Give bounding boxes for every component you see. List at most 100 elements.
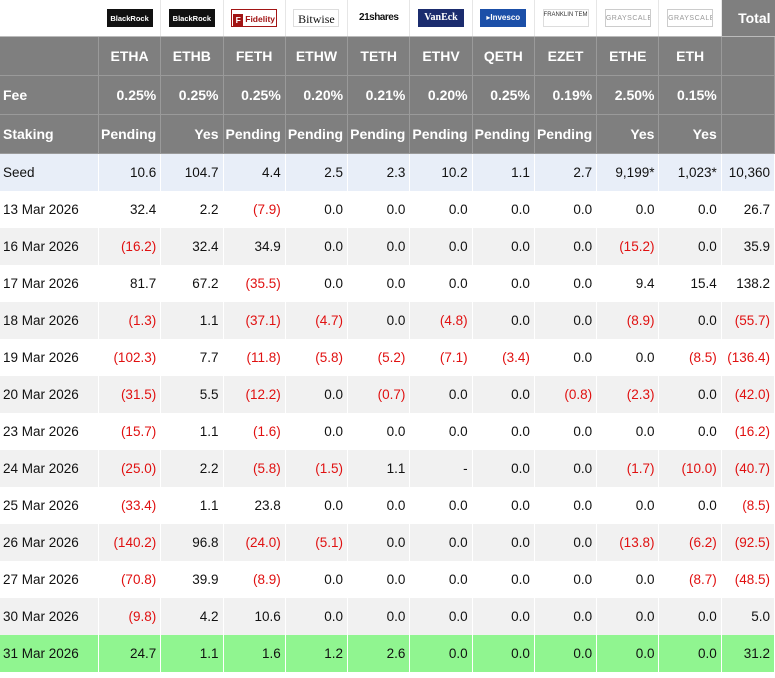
flow-value-cell: (15.7) xyxy=(98,413,162,450)
issuer-name: Invesco xyxy=(490,13,521,22)
flow-row: 13 Mar 2026 32.4 2.2 (7.9) 0.0 0.0 0.0 0.0 0.0 0.… xyxy=(0,191,775,228)
grayscale-logo: GRAYSCALE xyxy=(667,9,714,27)
fee-cell: 0.20% xyxy=(285,75,349,115)
flow-value-cell: 104.7 xyxy=(160,153,224,191)
flow-row: 24 Mar 2026 (25.0) 2.2 (5.8) (1.5) 1.1-0.0 0.0… xyxy=(0,450,775,487)
row-total-cell: 10,360 xyxy=(721,153,775,191)
flow-value-cell: 1.1 xyxy=(160,413,224,450)
total-header-empty-cell xyxy=(721,114,775,154)
flow-value-cell: 0.0 xyxy=(534,191,598,228)
flow-value-cell: 0.0 xyxy=(409,524,473,561)
flow-value-cell: (25.0) xyxy=(98,450,162,487)
flow-value-cell: (0.8) xyxy=(534,376,598,413)
flow-value-cell: 39.9 xyxy=(160,561,224,598)
fidelity-logo: F Fidelity xyxy=(231,9,278,27)
ticker-cell: ETH xyxy=(658,36,722,76)
fee-cell: 0.25% xyxy=(223,75,286,115)
flow-value-cell: 0.0 xyxy=(409,561,473,598)
issuer-name: GRAYSCALE xyxy=(605,15,651,22)
flow-value-cell: 0.0 xyxy=(285,191,349,228)
flow-value-cell: 0.0 xyxy=(285,265,349,302)
flow-value-cell: 23.8 xyxy=(223,487,286,524)
flow-value-cell: 0.0 xyxy=(534,265,598,302)
flow-value-cell: 0.0 xyxy=(658,598,722,635)
fee-cell: 2.50% xyxy=(596,75,660,115)
flow-value-cell: 0.0 xyxy=(285,487,349,524)
flow-value-cell: 1.6 xyxy=(223,635,286,672)
flow-value-cell: 0.0 xyxy=(472,265,535,302)
flow-value-cell: 10.6 xyxy=(223,598,286,635)
row-date-label: 13 Mar 2026 xyxy=(0,191,99,228)
flow-value-cell: 1.2 xyxy=(285,635,349,672)
issuer-logo-cell: BlackRock xyxy=(160,0,224,37)
flow-value-cell: 0.0 xyxy=(347,487,411,524)
flow-value-cell: (4.8) xyxy=(409,302,473,339)
flow-value-cell: 0.0 xyxy=(596,487,660,524)
staking-cell: Pending xyxy=(285,114,349,154)
row-total-cell: (42.0) xyxy=(721,376,775,413)
total-column-header: Total xyxy=(721,0,775,37)
flow-value-cell: 0.0 xyxy=(347,561,411,598)
flow-value-cell: 0.0 xyxy=(534,598,598,635)
staking-cell: Pending xyxy=(409,114,473,154)
flow-value-cell: 2.7 xyxy=(534,153,598,191)
vaneck-logo: VanEck xyxy=(417,9,464,27)
fee-cell: 0.25% xyxy=(472,75,535,115)
invesco-logo: ▸Invesco xyxy=(480,9,527,27)
flow-value-cell: 2.2 xyxy=(160,191,224,228)
flow-value-cell: 0.0 xyxy=(534,450,598,487)
flow-value-cell: (33.4) xyxy=(98,487,162,524)
row-total-cell: 5.0 xyxy=(721,598,775,635)
corner-cell xyxy=(0,0,99,37)
flow-value-cell: (24.0) xyxy=(223,524,286,561)
flow-value-cell: 0.0 xyxy=(534,487,598,524)
flow-value-cell: 0.0 xyxy=(596,598,660,635)
flow-value-cell: 96.8 xyxy=(160,524,224,561)
staking-cell: Pending xyxy=(472,114,535,154)
flow-value-cell: 0.0 xyxy=(347,302,411,339)
row-date-label: 23 Mar 2026 xyxy=(0,413,99,450)
ticker-cell: ETHB xyxy=(160,36,224,76)
flow-value-cell: (12.2) xyxy=(223,376,286,413)
flow-value-cell: 1.1 xyxy=(160,302,224,339)
staking-cell: Pending xyxy=(534,114,598,154)
flow-value-cell: (15.2) xyxy=(596,228,660,265)
flow-value-cell: 0.0 xyxy=(285,598,349,635)
row-total-cell: (8.5) xyxy=(721,487,775,524)
flow-value-cell: 0.0 xyxy=(472,561,535,598)
flow-value-cell: 0.0 xyxy=(472,302,535,339)
row-date-label: 16 Mar 2026 xyxy=(0,228,99,265)
row-total-cell: 31.2 xyxy=(721,635,775,672)
flow-value-cell: 1.1 xyxy=(160,487,224,524)
flow-row: 19 Mar 2026 (102.3) 7.7 (11.8) (5.8) (5.2) (7.… xyxy=(0,339,775,376)
flow-value-cell: (7.9) xyxy=(223,191,286,228)
flow-row: 20 Mar 2026 (31.5) 5.5 (12.2) 0.0 (0.7) 0.0 0.0… xyxy=(0,376,775,413)
flow-value-cell: 0.0 xyxy=(534,228,598,265)
flow-value-cell: 0.0 xyxy=(347,413,411,450)
fee-cell: 0.25% xyxy=(160,75,224,115)
flow-value-cell: 0.0 xyxy=(409,487,473,524)
flow-value-cell: 0.0 xyxy=(658,413,722,450)
flow-value-cell: 32.4 xyxy=(98,191,162,228)
flow-value-cell: 0.0 xyxy=(534,524,598,561)
seed-row: Seed 10.6 104.7 4.4 2.5 2.3 10.2 1.1 2.7 9,199* 1,… xyxy=(0,153,775,191)
row-date-label: 17 Mar 2026 xyxy=(0,265,99,302)
issuer-name: FRANKLIN TEMPLETON xyxy=(543,12,588,18)
row-date-label: 26 Mar 2026 xyxy=(0,524,99,561)
flow-value-cell: 0.0 xyxy=(596,339,660,376)
issuer-name: GRAYSCALE xyxy=(668,15,714,22)
flow-value-cell: (8.9) xyxy=(596,302,660,339)
flow-value-cell: 0.0 xyxy=(534,413,598,450)
row-total-cell: (55.7) xyxy=(721,302,775,339)
flow-value-cell: (2.3) xyxy=(596,376,660,413)
flow-value-cell: 1.1 xyxy=(347,450,411,487)
staking-row-label: Staking xyxy=(0,114,99,154)
flow-value-cell: 0.0 xyxy=(658,635,722,672)
flow-value-cell: 15.4 xyxy=(658,265,722,302)
issuer-name: BlackRock xyxy=(110,14,149,23)
flow-value-cell: 32.4 xyxy=(160,228,224,265)
flow-value-cell: 0.0 xyxy=(285,413,349,450)
flow-value-cell: 1.1 xyxy=(160,635,224,672)
issuer-name: Bitwise xyxy=(298,12,335,26)
